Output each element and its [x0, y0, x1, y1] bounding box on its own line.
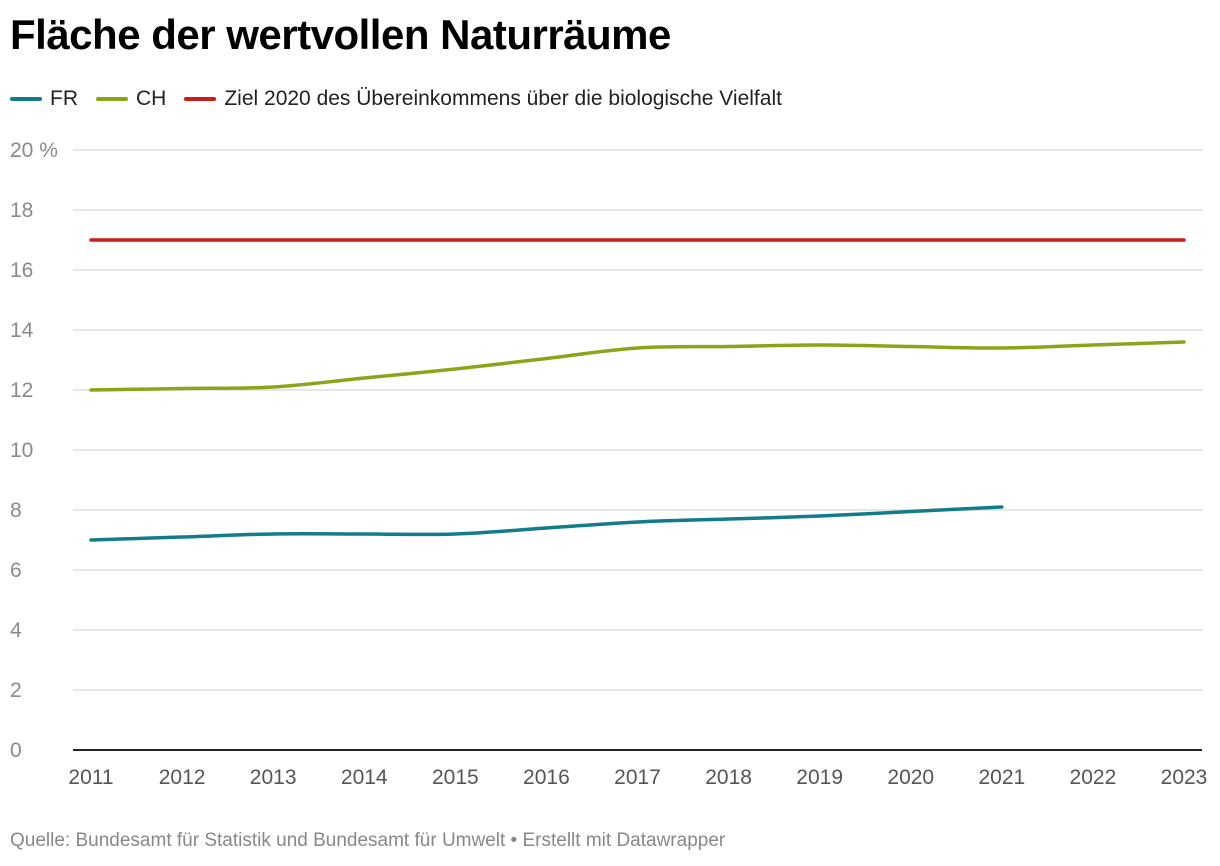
data-point-ch-2018 [727, 345, 730, 348]
data-point-fr-2014 [363, 532, 366, 535]
data-point-ch-2021 [1000, 346, 1003, 349]
data-point-fr-2012 [180, 535, 183, 538]
series-line-ch [89, 340, 1186, 392]
data-point-fr-2017 [636, 520, 639, 523]
line-chart: 0 2 4 6 8 10 12 14 16 18 20 % 2011 2012 2013 2014 2015 2… [10, 139, 1208, 789]
data-point-ch-2019 [818, 343, 821, 346]
y-tick-label-10: 10 [10, 439, 33, 462]
legend-item-target: Ziel 2020 des Übereinkommens über die bi… [184, 87, 782, 111]
data-point-fr-2019 [818, 514, 821, 517]
y-tick-label-6: 6 [10, 559, 22, 582]
data-point-target-2022 [1091, 238, 1094, 241]
y-tick-label-18: 18 [10, 199, 33, 222]
x-tick-label-2021: 2021 [978, 766, 1025, 789]
series-line-fr [89, 505, 1004, 542]
x-tick-label-2017: 2017 [614, 766, 661, 789]
data-point-target-2020 [909, 238, 912, 241]
data-point-fr-2020 [909, 510, 912, 513]
y-tick-label-8: 8 [10, 499, 22, 522]
data-point-target-2019 [818, 238, 821, 241]
y-tick-label-0: 0 [10, 739, 22, 762]
y-tick-label-12: 12 [10, 379, 33, 402]
data-point-ch-2020 [909, 345, 912, 348]
data-point-target-2016 [545, 238, 548, 241]
x-tick-label-2011: 2011 [68, 766, 113, 789]
legend-item-fr: FR [10, 87, 78, 111]
source-footer: Quelle: Bundesamt für Statistik und Bund… [10, 830, 726, 851]
data-point-fr-2021 [1000, 505, 1003, 508]
x-tick-label-2014: 2014 [341, 766, 388, 789]
legend-label-target: Ziel 2020 des Übereinkommens über die bi… [224, 87, 782, 110]
data-point-ch-2016 [545, 357, 548, 360]
legend-item-ch: CH [96, 87, 166, 111]
x-tick-label-2013: 2013 [250, 766, 297, 789]
data-point-target-2014 [363, 238, 366, 241]
data-point-target-2018 [727, 238, 730, 241]
data-point-target-2013 [272, 238, 275, 241]
data-point-target-2012 [180, 238, 183, 241]
x-tick-label-2020: 2020 [887, 766, 934, 789]
x-tick-label-2012: 2012 [159, 766, 206, 789]
legend-label-fr: FR [50, 87, 78, 110]
x-tick-label-2023: 2023 [1161, 766, 1208, 789]
x-tick-label-2022: 2022 [1070, 766, 1117, 789]
legend-label-ch: CH [136, 87, 167, 110]
data-point-target-2015 [454, 238, 457, 241]
legend-swatch-ch [96, 97, 128, 101]
data-point-fr-2013 [272, 532, 275, 535]
y-tick-label-2: 2 [10, 679, 22, 702]
data-point-ch-2015 [454, 367, 457, 370]
y-tick-label-20: 20 % [10, 139, 58, 162]
data-point-target-2023 [1182, 238, 1185, 241]
legend: FR CH Ziel 2020 des Übereinkommens über … [10, 84, 800, 114]
data-point-fr-2016 [545, 526, 548, 529]
data-point-target-2011 [89, 238, 92, 241]
chart-title: Fläche der wertvollen Naturräume [10, 11, 671, 58]
data-point-ch-2014 [363, 376, 366, 379]
data-point-ch-2013 [272, 385, 275, 388]
data-point-ch-2022 [1091, 343, 1094, 346]
data-point-ch-2012 [180, 387, 183, 390]
data-point-ch-2023 [1182, 340, 1185, 343]
legend-swatch-target [184, 97, 217, 101]
data-point-ch-2011 [89, 388, 92, 391]
legend-swatch-fr [10, 97, 42, 101]
x-tick-label-2015: 2015 [432, 766, 479, 789]
data-point-fr-2011 [89, 538, 92, 541]
x-tick-label-2019: 2019 [796, 766, 843, 789]
data-point-target-2021 [1000, 238, 1003, 241]
x-tick-label-2018: 2018 [705, 766, 752, 789]
y-tick-label-4: 4 [10, 619, 22, 642]
x-tick-label-2016: 2016 [523, 766, 570, 789]
data-point-fr-2015 [454, 532, 457, 535]
data-point-target-2017 [636, 238, 639, 241]
y-tick-label-16: 16 [10, 259, 33, 282]
data-point-fr-2018 [727, 517, 730, 520]
y-tick-label-14: 14 [10, 319, 34, 342]
data-point-ch-2017 [636, 346, 639, 349]
